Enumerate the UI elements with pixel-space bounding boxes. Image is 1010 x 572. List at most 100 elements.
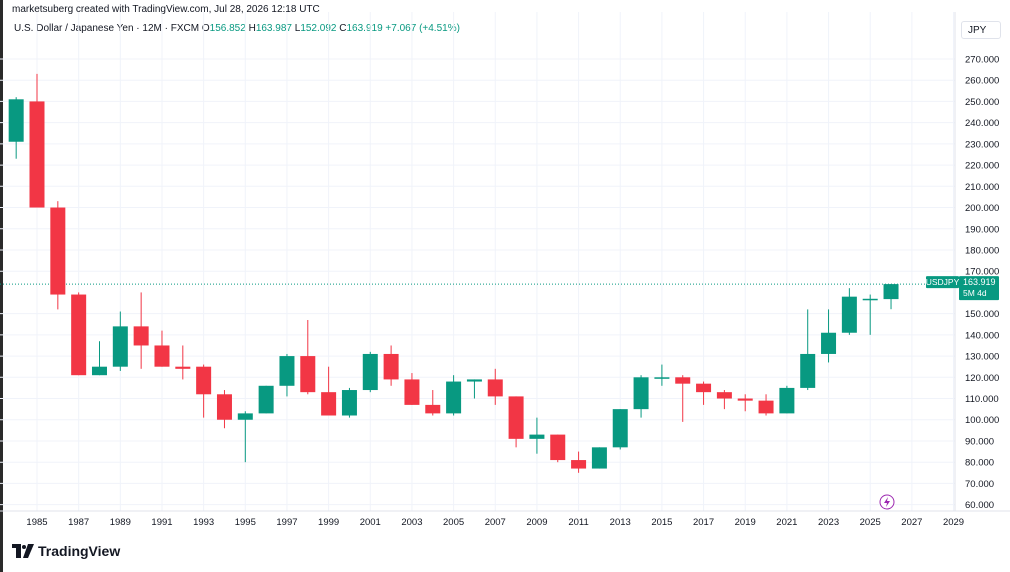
high-label: H bbox=[248, 23, 256, 34]
candle-body-up bbox=[362, 353, 378, 391]
y-tick-label: 130.000 bbox=[965, 352, 999, 363]
y-tick-label: 150.000 bbox=[965, 309, 999, 320]
candle-body-up bbox=[112, 326, 128, 367]
low-value: 152.092 bbox=[300, 23, 337, 34]
candle-body-up bbox=[279, 356, 295, 386]
x-tick-label: 2025 bbox=[860, 517, 881, 528]
low-label: L bbox=[294, 23, 301, 34]
x-tick-label: 1989 bbox=[110, 517, 131, 528]
candle-body-up bbox=[821, 332, 837, 354]
candle-body-up bbox=[258, 385, 274, 414]
y-tick-label: 90.000 bbox=[965, 436, 994, 447]
candle-body-down bbox=[383, 353, 399, 380]
candle-body-up bbox=[800, 353, 816, 388]
candle-body-up bbox=[446, 381, 462, 414]
tradingview-logo-icon bbox=[12, 544, 34, 558]
candle-body-down bbox=[71, 294, 87, 376]
x-tick-label: 2009 bbox=[526, 517, 547, 528]
window-edge bbox=[0, 0, 3, 572]
close-value: 163.919 bbox=[346, 23, 383, 34]
candle-body-up bbox=[237, 413, 253, 420]
candle-body-down bbox=[758, 400, 774, 414]
candle-body-down bbox=[321, 392, 337, 416]
x-tick-label: 1999 bbox=[318, 517, 339, 528]
x-tick-label: 2001 bbox=[360, 517, 381, 528]
y-tick-label: 120.000 bbox=[965, 373, 999, 384]
x-tick-label: 2007 bbox=[485, 517, 506, 528]
y-tick-label: 210.000 bbox=[965, 182, 999, 193]
x-tick-label: 1993 bbox=[193, 517, 214, 528]
candle-body-up bbox=[91, 366, 107, 376]
candle-body-down bbox=[716, 392, 732, 399]
x-tick-label: 1995 bbox=[235, 517, 256, 528]
x-tick-label: 1987 bbox=[68, 517, 89, 528]
y-tick-label: 170.000 bbox=[965, 267, 999, 278]
y-tick-label: 230.000 bbox=[965, 139, 999, 150]
candle-body-down bbox=[508, 396, 524, 439]
candle-body-up bbox=[841, 296, 857, 333]
candle-body-down bbox=[487, 379, 503, 397]
candle-body-down bbox=[29, 101, 45, 208]
candle-body-up bbox=[654, 377, 670, 379]
x-tick-label: 2029 bbox=[943, 517, 964, 528]
candle-body-down bbox=[133, 326, 149, 346]
y-tick-label: 260.000 bbox=[965, 76, 999, 87]
y-tick-label: 80.000 bbox=[965, 458, 994, 469]
y-tick-label: 190.000 bbox=[965, 224, 999, 235]
y-tick-label: 220.000 bbox=[965, 161, 999, 172]
y-tick-label: 140.000 bbox=[965, 330, 999, 341]
candle-body-down bbox=[175, 366, 191, 369]
change-value: +7.067 (+4.51%) bbox=[385, 23, 460, 34]
candle-body-down bbox=[196, 366, 212, 395]
candle-body-up bbox=[529, 434, 545, 439]
candle-body-up bbox=[341, 390, 357, 416]
candle-body-up bbox=[466, 379, 482, 382]
y-tick-label: 70.000 bbox=[965, 479, 994, 490]
y-tick-label: 200.000 bbox=[965, 203, 999, 214]
y-tick-label: 240.000 bbox=[965, 118, 999, 129]
high-value: 163.987 bbox=[255, 23, 292, 34]
candle-body-down bbox=[154, 345, 170, 367]
x-tick-label: 2005 bbox=[443, 517, 464, 528]
x-tick-label: 2023 bbox=[818, 517, 839, 528]
symbol-legend: U.S. Dollar / Japanese Yen · 12M · FXCM … bbox=[14, 23, 460, 34]
lightning-glyph bbox=[884, 497, 890, 507]
brand-name: TradingView bbox=[38, 543, 121, 559]
candle-body-down bbox=[675, 377, 691, 384]
candle-body-up bbox=[779, 387, 795, 414]
candle-body-up bbox=[591, 447, 607, 469]
candle-body-down bbox=[404, 379, 420, 405]
x-tick-label: 2003 bbox=[401, 517, 422, 528]
candle-body-up bbox=[612, 409, 628, 448]
candle-body-up bbox=[633, 377, 649, 410]
candle-body-down bbox=[571, 460, 587, 469]
currency-selector[interactable]: JPY bbox=[961, 21, 1001, 39]
candle-body-down bbox=[550, 434, 566, 461]
candle-body-up bbox=[883, 284, 899, 300]
x-tick-label: 2021 bbox=[776, 517, 797, 528]
x-tick-label: 1991 bbox=[151, 517, 172, 528]
x-tick-label: 2027 bbox=[901, 517, 922, 528]
tradingview-logo: TradingView bbox=[12, 543, 120, 559]
y-tick-label: 60.000 bbox=[965, 500, 994, 511]
symbol-tag-bg bbox=[926, 276, 959, 289]
open-label: O bbox=[201, 23, 210, 34]
y-tick-label: 110.000 bbox=[965, 394, 999, 405]
credit-line: marketsuberg created with TradingView.co… bbox=[12, 4, 320, 15]
close-label: C bbox=[339, 23, 347, 34]
candle-body-down bbox=[425, 404, 441, 414]
x-tick-label: 2013 bbox=[610, 517, 631, 528]
price-tag-bg bbox=[959, 276, 999, 301]
candle-body-down bbox=[300, 356, 316, 393]
open-value: 156.852 bbox=[209, 23, 246, 34]
price-tag-countdown: 5M 4d bbox=[963, 288, 987, 298]
x-tick-label: 2019 bbox=[735, 517, 756, 528]
y-tick-label: 100.000 bbox=[965, 415, 999, 426]
x-tick-label: 2017 bbox=[693, 517, 714, 528]
candle-body-down bbox=[50, 207, 66, 295]
y-tick-label: 250.000 bbox=[965, 97, 999, 108]
x-tick-label: 2015 bbox=[651, 517, 672, 528]
x-tick-label: 1985 bbox=[26, 517, 47, 528]
